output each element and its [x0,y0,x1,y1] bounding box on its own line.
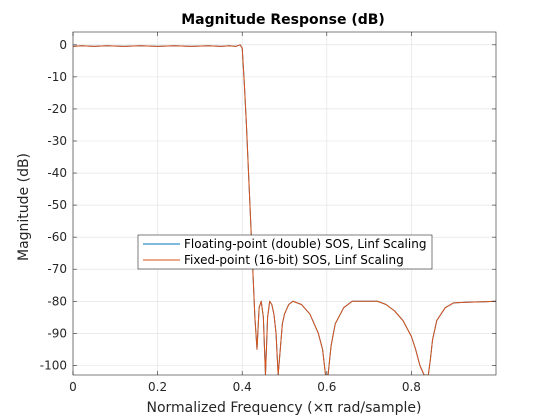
plot-area [73,32,496,375]
y-tick-label: -20 [47,102,67,116]
x-axis-title: Normalized Frequency (×π rad/sample) [147,400,422,416]
x-tick-label: 0.6 [317,380,336,394]
chart-title: Magnitude Response (dB) [181,12,385,28]
y-tick-label: -40 [47,166,67,180]
legend-label-fixed-point: Fixed-point (16-bit) SOS, Linf Scaling [184,253,404,267]
axes-box [72,31,497,376]
legend-label-floating-point: Floating-point (double) SOS, Linf Scalin… [184,237,426,251]
y-axis-title: Magnitude (dB) [16,153,32,261]
legend-box [137,234,433,270]
y-tick-label: -70 [47,262,67,276]
y-tick-label: -10 [47,70,67,84]
legend: Floating-point (double) SOS, Linf Scalin… [137,234,433,270]
y-tick-label: -50 [47,198,67,212]
y-tick-label: 0 [59,38,67,52]
x-tick-label: 0.2 [148,380,167,394]
y-tick-label: -80 [47,294,67,308]
y-tick-label: -30 [47,134,67,148]
grid [72,32,496,375]
y-tick-label: -90 [47,326,67,340]
series-line-fixed-point [73,44,496,375]
y-tick-label: -60 [47,230,67,244]
y-tick-label: -100 [40,358,67,372]
axis-ticks: 0 0.2 0.4 0.6 0.8 0 -10 -20 -30 -40 -50 -60 -70 -80 -9… [40,32,496,394]
x-tick-label: 0.8 [402,380,421,394]
series-lines [73,44,496,375]
x-tick-label: 0.4 [233,380,252,394]
x-tick-label: 0 [69,380,77,394]
